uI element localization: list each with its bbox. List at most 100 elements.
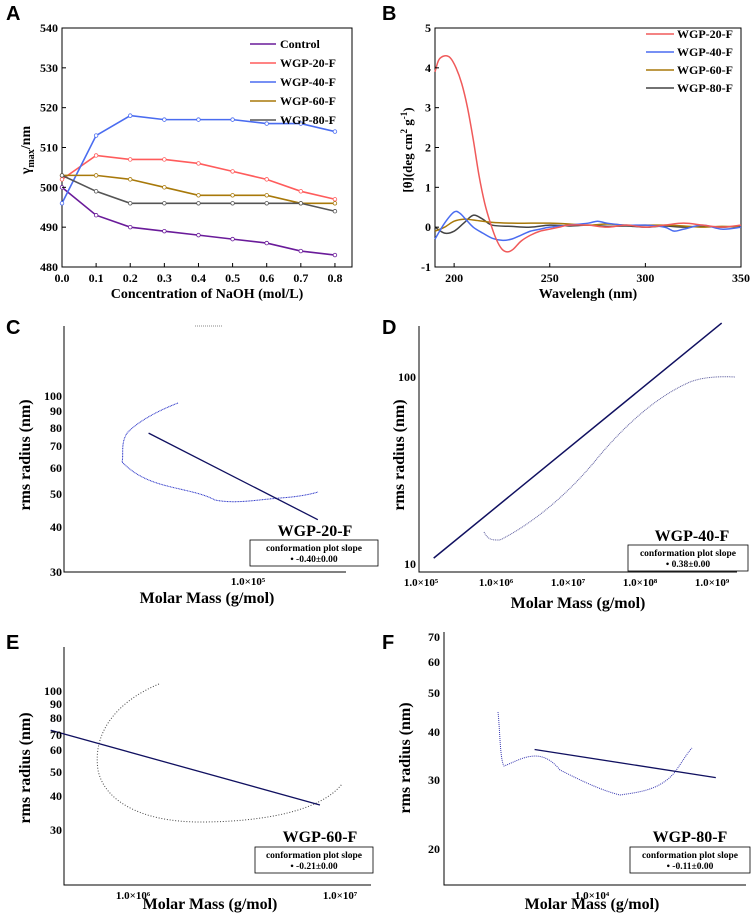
- panel-label-c: C: [6, 317, 20, 339]
- panel-b-xtick-label: 350: [732, 271, 750, 285]
- panel-a-point-wgp-80-f: [59, 173, 65, 178]
- panel-c-ytick-90: 90: [50, 404, 62, 418]
- panel-a-point-control: [162, 228, 167, 234]
- panel-a-legend-label-wgp-20-f: WGP-20-F: [280, 56, 336, 70]
- panel-a-xtick-label: 0.0: [55, 271, 70, 285]
- panel-a-xtick-label: 0.8: [327, 271, 342, 285]
- panel-c-data-trace: [121, 402, 319, 503]
- panel-a-point-wgp-80-f: [332, 209, 338, 214]
- panel-a-point-wgp-20-f: [93, 153, 99, 158]
- panel-a-point-wgp-80-f: [93, 189, 99, 194]
- panel-f-ytick-20: 20: [428, 842, 440, 856]
- panel-a-point-wgp-40-f: [230, 117, 235, 122]
- panel-f-fit-line: [534, 748, 716, 779]
- panel-a-xtick-label: 0.3: [157, 271, 172, 285]
- panel-a-ytick-label: 480: [40, 260, 58, 274]
- panel-e-fit-line: [50, 729, 321, 806]
- panel-a-ytick-label: 530: [40, 61, 58, 75]
- panel-c-sample-name: WGP-20-F: [278, 523, 353, 540]
- panel-a-legend-label-wgp-40-f: WGP-40-F: [280, 75, 336, 89]
- panel-d-xtick-1e9: 1.0×10⁹: [695, 577, 730, 589]
- panel-d-slope-value: • 0.38±0.00: [666, 560, 710, 570]
- panel-e-ytick-70: 70: [50, 728, 62, 742]
- panel-f-slope-value: • -0.11±0.00: [667, 862, 714, 872]
- panel-c-slope-box: [249, 539, 379, 567]
- panel-label-d: D: [382, 317, 396, 339]
- panel-b-ytick-label: 0: [425, 220, 431, 234]
- panel-label-a: A: [6, 3, 20, 25]
- panel-a-xtick-label: 0.4: [191, 271, 206, 285]
- panel-label-f: F: [382, 632, 394, 654]
- panel-a-point-wgp-60-f: [162, 185, 167, 190]
- panel-a-point-wgp-40-f: [298, 121, 304, 126]
- panel-a-point-control: [196, 232, 201, 238]
- panel-b-series-line-wgp-60-f: [434, 218, 742, 232]
- panel-e-x-axis-label: Molar Mass (g/mol): [143, 896, 278, 913]
- panel-e-slope-value: • -0.21±0.00: [290, 862, 338, 872]
- panel-c-fit-line: [148, 432, 319, 521]
- panel-b-ytick-label: 2: [425, 141, 431, 155]
- panel-f-chart: 20 30 40 50 60 70 1.0×10⁴ Molar Mass (g/…: [397, 630, 751, 913]
- panel-a-point-wgp-20-f: [332, 197, 338, 202]
- panel-b-ytick-label: 5: [425, 21, 431, 35]
- panel-a-point-wgp-20-f: [230, 169, 235, 174]
- panel-c-ytick-80: 80: [50, 421, 62, 435]
- panel-a-point-control: [298, 248, 304, 254]
- panel-a-legend-label-control: Control: [280, 37, 320, 51]
- panel-a-point-wgp-60-f: [196, 193, 201, 198]
- panel-a-point-control: [264, 240, 269, 246]
- panel-d-y-axis-label: rms radius (nm): [391, 399, 408, 510]
- panel-e-ytick-30: 30: [50, 823, 62, 837]
- panel-c-ytick-40: 40: [50, 520, 62, 534]
- panel-a-xtick-label: 0.5: [225, 271, 240, 285]
- panel-d-fit-line: [433, 322, 723, 559]
- panel-c-ytick-70: 70: [50, 439, 62, 453]
- panel-a-point-wgp-40-f: [128, 113, 133, 118]
- panel-a-chart: 0.0 0.1 0.2 0.3 0.4 0.5 0.6 0.7 0.8 480 490 500 510…: [19, 21, 353, 302]
- panel-a-ytick-label: 500: [40, 180, 58, 194]
- panel-f-ytick-70: 70: [428, 630, 440, 644]
- panel-a-ytick-label: 490: [40, 220, 58, 234]
- panel-a-point-wgp-60-f: [128, 177, 133, 182]
- panel-b-ytick-label: 1: [425, 180, 431, 194]
- panel-a-point-control: [332, 252, 338, 258]
- panel-d-axes: [418, 326, 737, 573]
- panel-a-ytick-label: 520: [40, 101, 58, 115]
- panel-a-xtick-label: 0.6: [259, 271, 274, 285]
- panel-f-slope-title: conformation plot slope: [642, 851, 738, 861]
- panel-a-y-axis-label: γmax/nm: [19, 126, 37, 176]
- panel-a-point-wgp-20-f: [196, 161, 201, 166]
- panel-c-slope-value: • -0.40±0.00: [290, 555, 338, 565]
- panel-b-ytick-label: -1: [421, 260, 431, 274]
- panel-a-point-wgp-20-f: [298, 189, 304, 194]
- panel-b-xtick-label: 200: [445, 271, 463, 285]
- panel-b-ytick-label: 4: [425, 61, 431, 75]
- panel-a-point-wgp-80-f: [128, 201, 133, 206]
- panel-c-chart: 30 40 50 60 70 80 90 100 1.0×10⁵ Molar M…: [17, 325, 379, 607]
- panel-c-x-axis-label: Molar Mass (g/mol): [140, 590, 275, 607]
- panel-d-data-trace: [483, 376, 736, 541]
- panel-b-legend-label-wgp-20-f: WGP-20-F: [677, 27, 733, 41]
- panel-a-point-wgp-60-f: [332, 201, 338, 206]
- panel-d-xtick-1e7: 1.0×10⁷: [551, 577, 586, 589]
- panel-label-e: E: [6, 632, 19, 654]
- panel-d-x-axis-label: Molar Mass (g/mol): [511, 595, 646, 612]
- panel-c-axes: [63, 326, 346, 573]
- panel-b-ytick-label: 3: [425, 101, 431, 115]
- panel-a-point-wgp-20-f: [59, 177, 65, 182]
- panel-f-x-axis-label: Molar Mass (g/mol): [525, 896, 660, 913]
- panel-a-point-wgp-40-f: [264, 121, 269, 126]
- panel-a-point-wgp-40-f: [196, 117, 201, 122]
- panel-a-xtick-label: 0.2: [123, 271, 138, 285]
- panel-a-point-wgp-40-f: [93, 133, 99, 138]
- panel-b-ylabel-post: ): [400, 107, 415, 111]
- panel-f-data-trace: [497, 711, 693, 796]
- panel-e-ytick-40: 40: [50, 789, 62, 803]
- panel-a-legend-label-wgp-60-f: WGP-60-F: [280, 94, 336, 108]
- panel-b-xtick-label: 300: [636, 271, 654, 285]
- panel-label-b: B: [382, 3, 396, 25]
- panel-e-ytick-90: 90: [50, 697, 62, 711]
- panel-a-point-control: [230, 236, 235, 242]
- panel-b-ylabel-mid: g: [400, 119, 415, 129]
